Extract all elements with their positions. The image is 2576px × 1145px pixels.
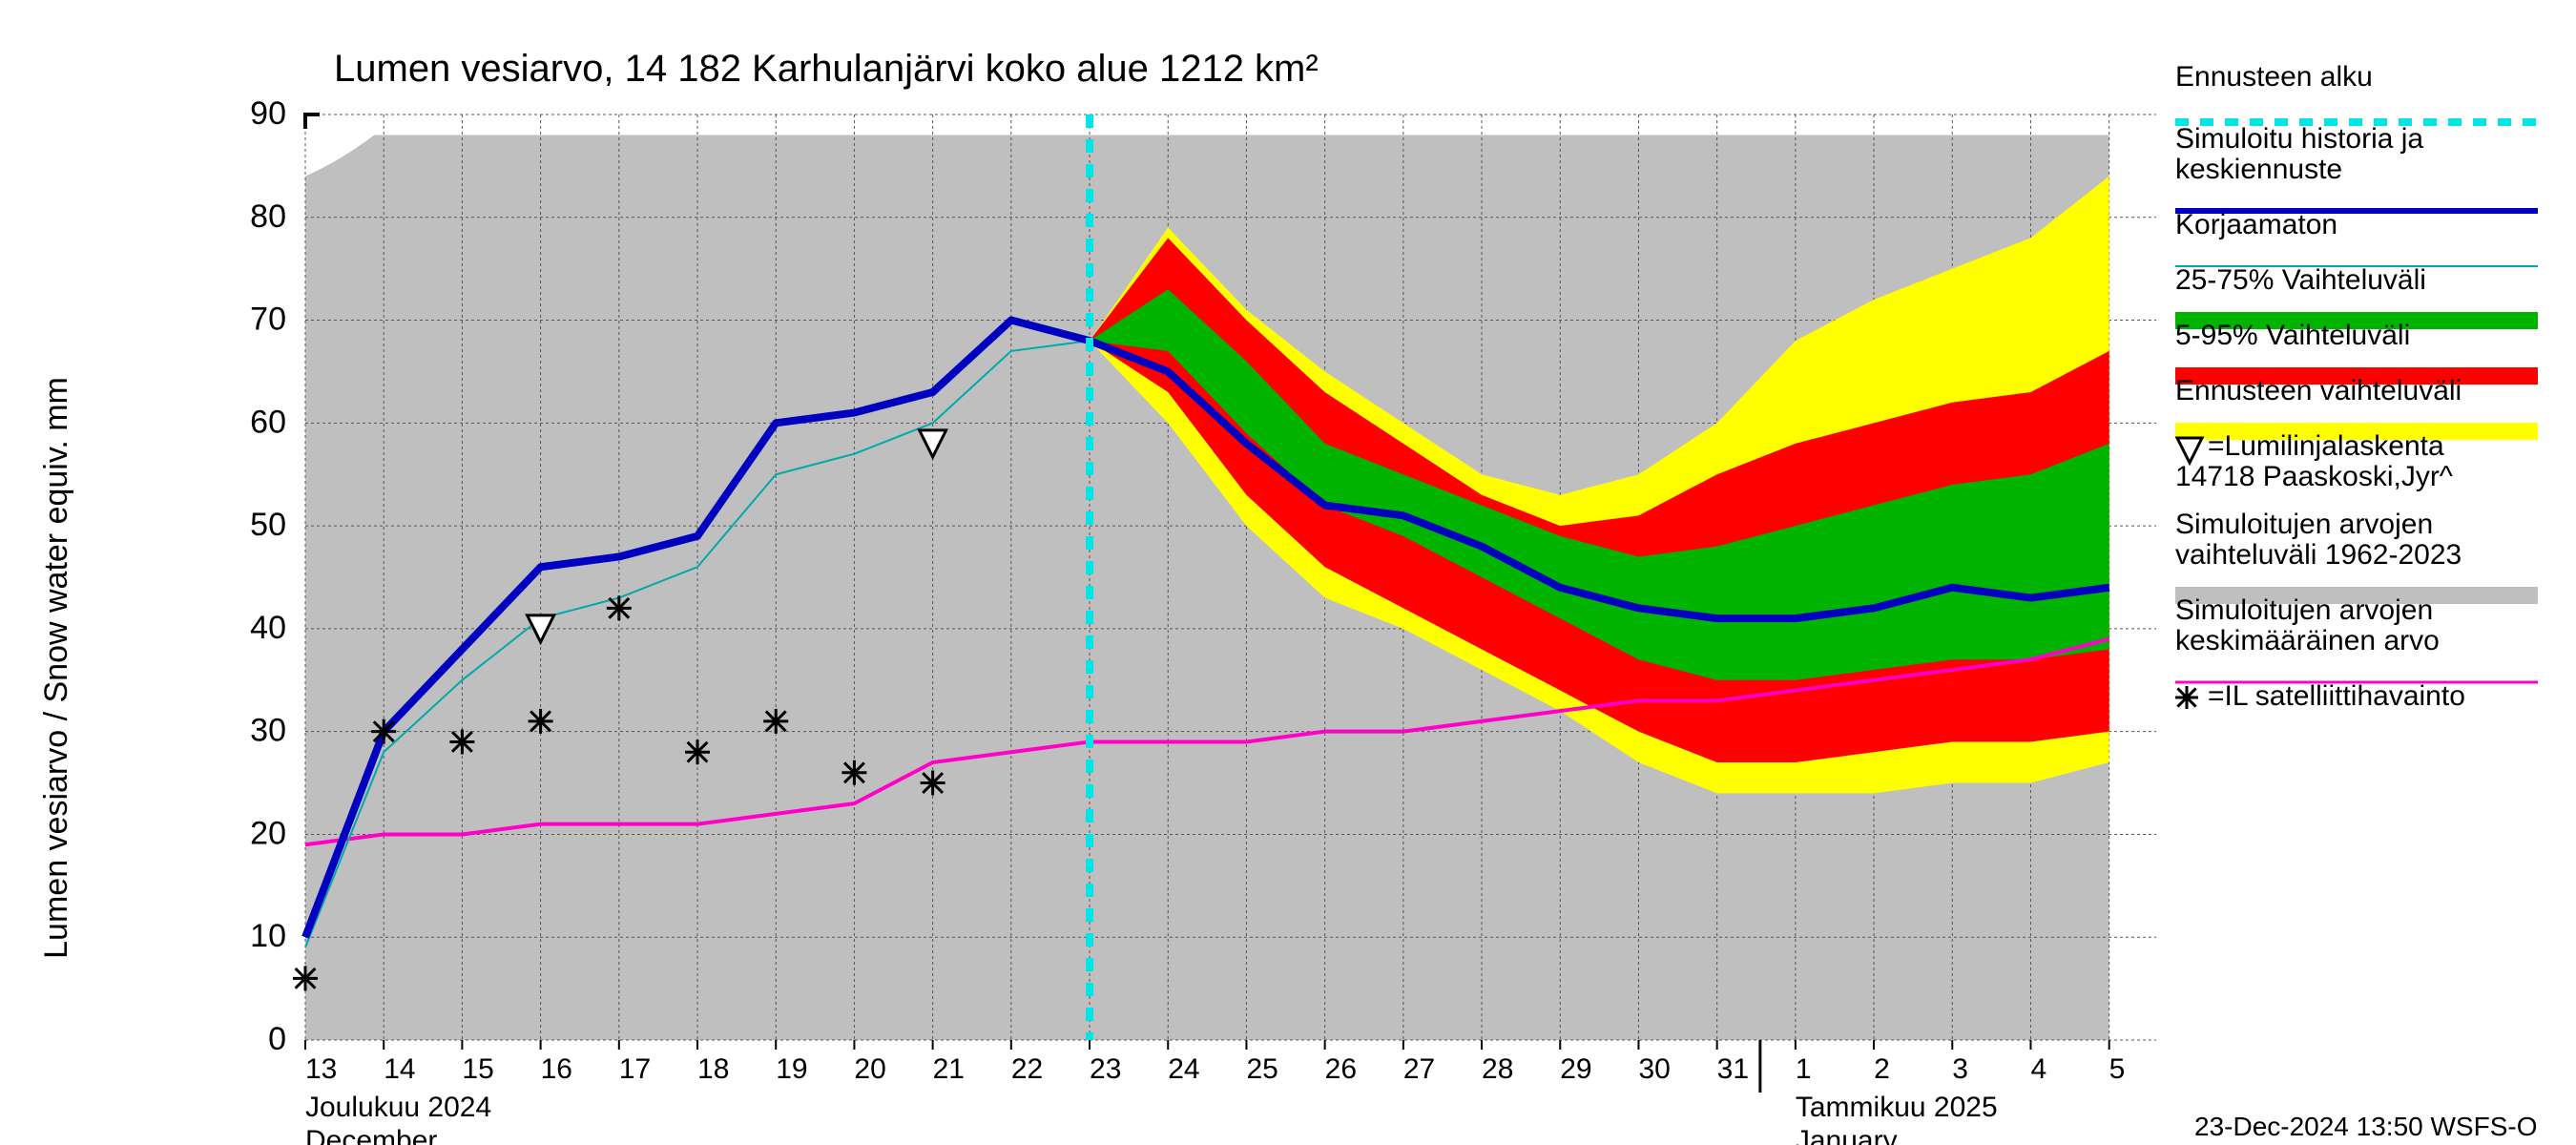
plot-area: 0102030405060708090131415161718192021222… — [250, 95, 2156, 1145]
star-marker — [841, 760, 866, 785]
star-marker — [371, 719, 396, 744]
ytick-label: 0 — [268, 1021, 286, 1057]
ytick-label: 70 — [250, 302, 286, 338]
ytick-label: 10 — [250, 918, 286, 954]
legend-label: Ennusteen alku — [2175, 61, 2373, 93]
legend-triangle-icon — [2177, 438, 2202, 463]
star-marker — [763, 709, 788, 734]
month-label-fi: Tammikuu 2025 — [1796, 1092, 1998, 1123]
legend-label: keskiennuste — [2175, 154, 2342, 185]
xtick-label: 19 — [776, 1053, 807, 1085]
xtick-label: 31 — [1717, 1053, 1749, 1085]
xtick-label: 29 — [1560, 1053, 1591, 1085]
xtick-label: 16 — [541, 1053, 572, 1085]
xtick-label: 27 — [1403, 1053, 1435, 1085]
xtick-label: 15 — [462, 1053, 493, 1085]
month-label-fi: Joulukuu 2024 — [305, 1092, 491, 1123]
legend-label: Simuloitujen arvojen — [2175, 594, 2433, 626]
ytick-label: 40 — [250, 610, 286, 646]
xtick-label: 28 — [1482, 1053, 1513, 1085]
ytick-label: 50 — [250, 507, 286, 543]
footer-timestamp: 23-Dec-2024 13:50 WSFS-O — [2194, 1112, 2538, 1141]
legend: Ennusteen alkuSimuloitu historia jakeski… — [2175, 61, 2538, 712]
ytick-label: 90 — [250, 95, 286, 132]
xtick-label: 2 — [1874, 1053, 1890, 1085]
legend-label: 25-75% Vaihteluväli — [2175, 264, 2426, 296]
legend-label: =IL satelliittihavainto — [2208, 680, 2465, 712]
legend-label: Korjaamaton — [2175, 209, 2337, 240]
ytick-label: 80 — [250, 198, 286, 235]
star-marker — [607, 595, 632, 620]
star-marker — [921, 771, 945, 796]
legend-label: =Lumilinjalaskenta — [2208, 430, 2444, 462]
y-axis-label: Lumen vesiarvo / Snow water equiv. mm — [38, 377, 74, 959]
legend-label: 14718 Paaskoski,Jyr^ — [2175, 461, 2453, 492]
legend-label: Simuloitujen arvojen — [2175, 509, 2433, 540]
xtick-label: 24 — [1168, 1053, 1199, 1085]
xtick-label: 14 — [384, 1053, 415, 1085]
legend-label: Ennusteen vaihteluväli — [2175, 375, 2462, 406]
legend-star-icon — [2175, 686, 2198, 709]
chart-title: Lumen vesiarvo, 14 182 Karhulanjärvi kok… — [334, 48, 1319, 90]
month-label-en: December — [305, 1125, 437, 1145]
xtick-label: 25 — [1246, 1053, 1278, 1085]
star-marker — [529, 709, 553, 734]
ytick-label: 60 — [250, 404, 286, 440]
legend-label: vaihteluväli 1962-2023 — [2175, 539, 2462, 571]
xtick-label: 4 — [2030, 1053, 2046, 1085]
xtick-label: 30 — [1638, 1053, 1670, 1085]
ytick-label: 20 — [250, 815, 286, 851]
xtick-label: 21 — [933, 1053, 965, 1085]
legend-label: Simuloitu historia ja — [2175, 123, 2423, 155]
star-marker — [449, 729, 474, 754]
xtick-label: 20 — [854, 1053, 885, 1085]
xtick-label: 17 — [619, 1053, 651, 1085]
xtick-label: 22 — [1011, 1053, 1043, 1085]
xtick-label: 13 — [305, 1053, 337, 1085]
xtick-label: 18 — [697, 1053, 729, 1085]
xtick-label: 1 — [1796, 1053, 1812, 1085]
month-label-en: January — [1796, 1125, 1898, 1145]
ytick-label: 30 — [250, 713, 286, 749]
xtick-label: 23 — [1090, 1053, 1121, 1085]
star-marker — [293, 966, 318, 990]
xtick-label: 3 — [1952, 1053, 1968, 1085]
legend-label: 5-95% Vaihteluväli — [2175, 320, 2410, 351]
legend-label: keskimääräinen arvo — [2175, 625, 2440, 656]
star-marker — [685, 739, 710, 764]
xtick-label: 26 — [1325, 1053, 1357, 1085]
xtick-label: 5 — [2109, 1053, 2126, 1085]
